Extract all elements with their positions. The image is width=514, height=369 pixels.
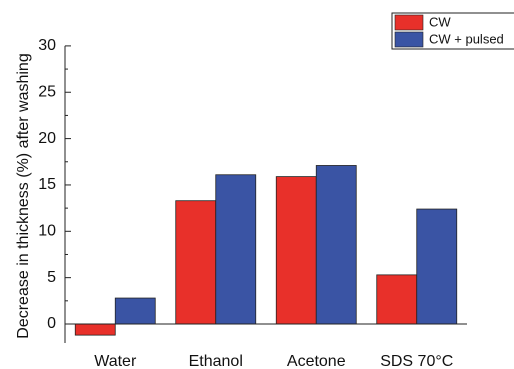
y-tick-label: 0 bbox=[47, 315, 56, 332]
x-tick-label: SDS 70°C bbox=[380, 353, 453, 369]
y-axis-title: Decrease in thickness (%) after washing bbox=[15, 53, 32, 338]
y-tick-label: 30 bbox=[38, 37, 56, 54]
legend-label-cw-pulsed: CW + pulsed bbox=[429, 31, 504, 46]
bar-cw-pulsed-3 bbox=[416, 208, 458, 325]
legend-label-cw: CW bbox=[429, 14, 451, 29]
legend-swatch-cw bbox=[394, 14, 424, 31]
legend: CW CW + pulsed bbox=[391, 12, 514, 50]
y-tick-label: 10 bbox=[38, 223, 56, 240]
bar-cw-1 bbox=[175, 200, 217, 325]
y-tick-label: 15 bbox=[38, 176, 56, 193]
y-tick-label: 5 bbox=[47, 269, 56, 286]
y-tick-label: 20 bbox=[38, 130, 56, 147]
bar-cw-pulsed-0 bbox=[114, 297, 156, 325]
y-tick-label: 25 bbox=[38, 83, 56, 100]
x-tick-label: Acetone bbox=[287, 353, 346, 369]
legend-swatch-cw-pulsed bbox=[394, 31, 424, 48]
bar-cw-2 bbox=[275, 176, 317, 325]
bar-cw-pulsed-2 bbox=[315, 165, 357, 325]
bar-cw-3 bbox=[376, 274, 418, 325]
x-tick-label: Ethanol bbox=[189, 353, 243, 369]
x-tick-label: Water bbox=[94, 353, 137, 369]
bar-cw-0 bbox=[74, 323, 116, 336]
bar-cw-pulsed-1 bbox=[215, 174, 257, 325]
axes-layer: Water Ethanol Acetone SDS 70°C 0 5 10 15 20 25 30 bbox=[38, 37, 467, 369]
bars-layer bbox=[74, 165, 458, 336]
